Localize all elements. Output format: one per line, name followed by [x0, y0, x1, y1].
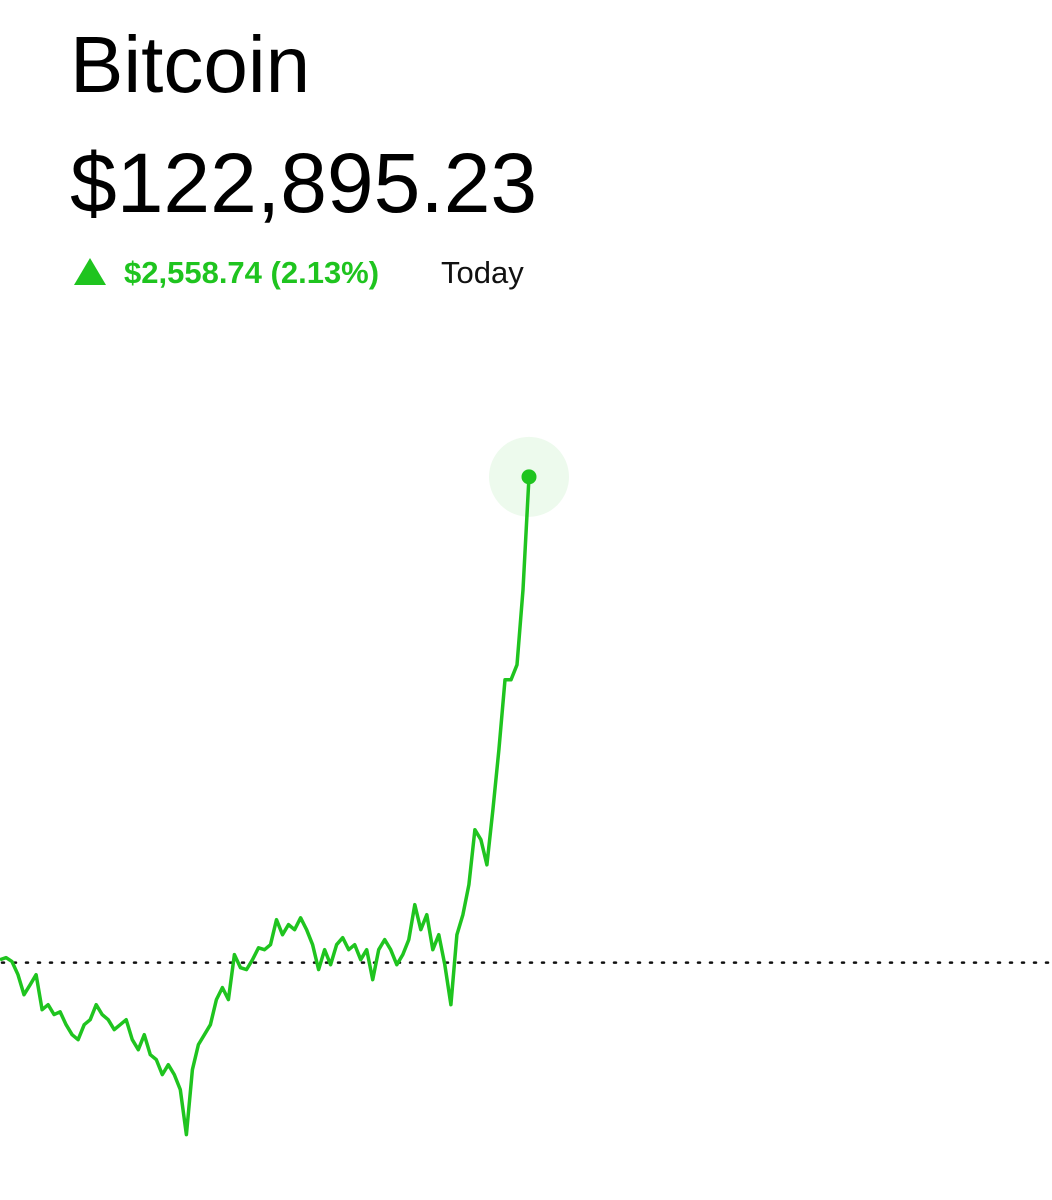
period: Today	[441, 255, 524, 290]
current-point	[521, 469, 537, 485]
change: $2,558.74 (2.13%)	[124, 255, 379, 290]
price-line	[0, 476, 531, 1137]
up-arrow	[74, 258, 106, 285]
price: $122,895.23	[70, 136, 537, 230]
asset-title: Bitcoin	[70, 20, 310, 109]
